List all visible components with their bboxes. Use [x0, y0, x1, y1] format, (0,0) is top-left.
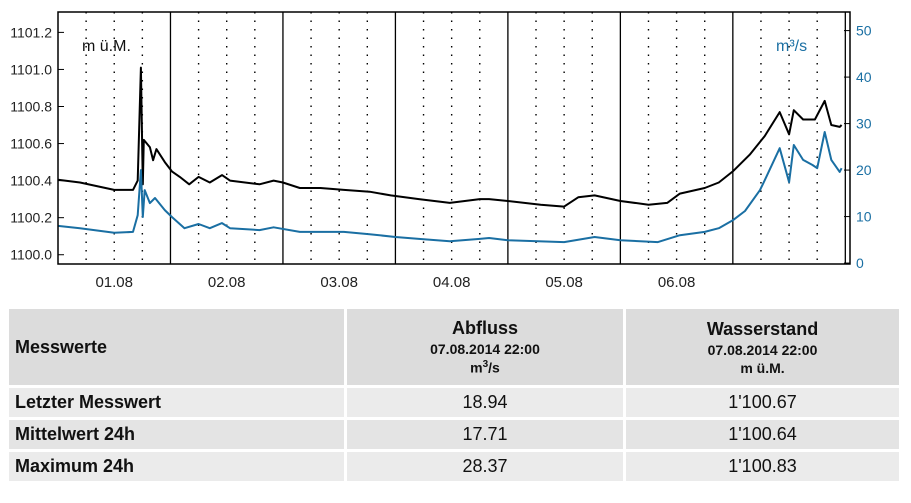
abfluss-value: 17.71 [347, 420, 623, 449]
wasserstand-line [57, 66, 843, 208]
header-label-text: Messwerte [15, 336, 108, 357]
left-tick-label: 1100.0 [10, 247, 52, 263]
row-label: Mittelwert 24h [9, 420, 344, 449]
table-row: Maximum 24h 28.37 1'100.83 [9, 452, 899, 481]
right-tick-label: 50 [856, 23, 872, 39]
header-wasserstand: Wasserstand 07.08.2014 22:00 m ü.M. [626, 309, 899, 385]
x-tick-label: 04.08 [433, 274, 471, 291]
wasserstand-timestamp: 07.08.2014 22:00 [707, 341, 818, 358]
right-tick-label: 20 [856, 162, 872, 178]
table-row: Letzter Messwert 18.94 1'100.67 [9, 388, 899, 417]
right-tick-label: 40 [856, 69, 872, 85]
x-tick-label: 02.08 [208, 274, 246, 291]
plot-frame [57, 11, 851, 265]
hydrograph-chart: 1100.0 1100.2 1100.4 1100.6 1100.8 1101.0 1101… [10, 11, 872, 291]
wasserstand-unit: m ü.M. [740, 359, 785, 376]
left-tick-label: 1100.4 [10, 173, 52, 189]
unit-sup: 3 [482, 359, 489, 371]
header-abfluss: Abfluss 07.08.2014 22:00 m3/s [347, 309, 623, 385]
abfluss-timestamp: 07.08.2014 22:00 [430, 341, 540, 358]
measurements-table: Messwerte Abfluss 07.08.2014 22:00 m3/s … [6, 306, 902, 484]
right-tick-label: 10 [856, 209, 872, 225]
abfluss-title: Abfluss [451, 318, 518, 339]
abfluss-value: 18.94 [347, 388, 623, 417]
left-tick-label: 1100.8 [10, 99, 52, 115]
x-axis: 01.08 02.08 03.08 04.08 05.08 06.08 [95, 274, 695, 291]
right-tick-label: 30 [856, 116, 872, 132]
x-tick-label: 06.08 [658, 274, 696, 291]
row-label: Maximum 24h [9, 452, 344, 481]
left-tick-label: 1100.6 [10, 136, 52, 152]
table-header-row: Messwerte Abfluss 07.08.2014 22:00 m3/s … [9, 309, 899, 385]
left-axis-unit: m ü.M. [82, 38, 131, 55]
left-tick-label: 1100.2 [10, 210, 52, 226]
left-axis: 1100.0 1100.2 1100.4 1100.6 1100.8 1101.0 1101… [10, 24, 64, 263]
unit-base: m [470, 359, 483, 376]
unit-rest: /s [488, 359, 500, 376]
left-tick-label: 1101.2 [10, 24, 52, 40]
right-axis: 0 10 20 30 40 50 [844, 23, 872, 271]
wasserstand-value: 1'100.64 [626, 420, 899, 449]
x-tick-label: 05.08 [545, 274, 583, 291]
x-tick-label: 01.08 [95, 274, 133, 291]
x-tick-label: 03.08 [320, 274, 358, 291]
table-row: Mittelwert 24h 17.71 1'100.64 [9, 420, 899, 449]
abfluss-value: 28.37 [347, 452, 623, 481]
wasserstand-value: 1'100.83 [626, 452, 899, 481]
left-tick-label: 1101.0 [10, 61, 52, 77]
right-tick-label: 0 [856, 255, 864, 271]
grid [85, 12, 846, 264]
header-label: Messwerte [9, 309, 344, 385]
row-label: Letzter Messwert [9, 388, 344, 417]
abfluss-line [57, 131, 843, 244]
wasserstand-title: Wasserstand [706, 318, 819, 339]
wasserstand-value: 1'100.67 [626, 388, 899, 417]
abfluss-unit: m3/s [353, 359, 617, 376]
right-axis-unit: m³/s [776, 38, 807, 55]
series-lines [57, 66, 843, 244]
